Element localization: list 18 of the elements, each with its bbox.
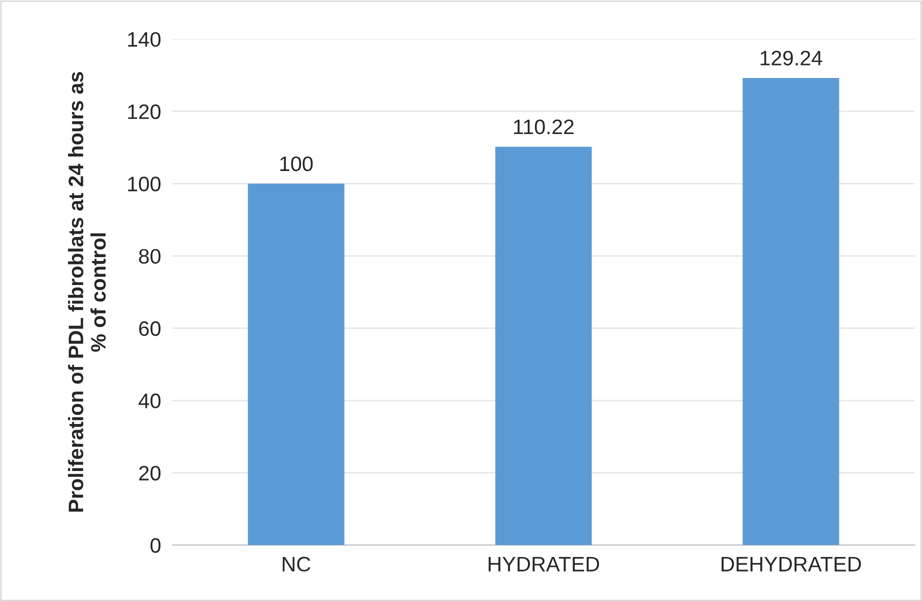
x-tick-label: HYDRATED xyxy=(488,556,600,572)
x-tick-label: NC xyxy=(282,556,310,572)
data-label: 100 xyxy=(280,156,313,172)
data-label: 110.22 xyxy=(514,120,574,134)
y-tick-label: 0 xyxy=(150,538,160,553)
y-tick-label: 80 xyxy=(139,248,160,264)
bar xyxy=(495,146,592,546)
bar xyxy=(248,184,344,546)
y-tick-label: 120 xyxy=(128,104,160,120)
bar xyxy=(742,78,840,546)
y-axis-title: Proliferation of PDL fibroblats at 24 hours as % of control xyxy=(68,72,106,512)
y-tick-label: 140 xyxy=(128,32,160,47)
y-tick-label: 40 xyxy=(138,394,160,408)
y-tick-label: 20 xyxy=(139,466,160,481)
y-tick-label: 100 xyxy=(128,176,160,192)
data-label: 129.24 xyxy=(760,50,822,66)
x-tick-label: DEHYDRATED xyxy=(722,556,861,572)
y-tick-label: 60 xyxy=(139,321,160,336)
